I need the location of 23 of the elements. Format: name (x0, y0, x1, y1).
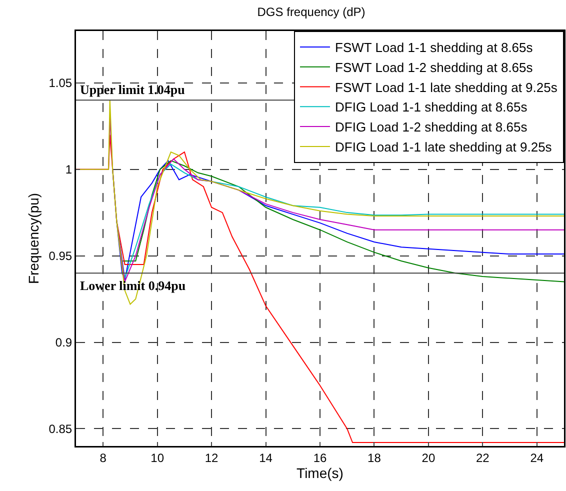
x-tick-label: 22 (476, 450, 490, 465)
x-tick-label: 14 (259, 450, 273, 465)
y-tick-label: 0.85 (48, 422, 72, 436)
x-tick-label: 12 (204, 450, 219, 465)
legend-label: DFIG Load 1-2 shedding at 8.65s (335, 120, 528, 135)
legend-label: FSWT Load 1-2 shedding at 8.65s (335, 60, 534, 75)
legend-label: FSWT Load 1-1 late shedding at 9.25s (335, 80, 558, 95)
x-axis-title: Time(s) (296, 464, 344, 481)
x-tick-label: 16 (313, 450, 327, 465)
x-tick-label: 10 (150, 450, 164, 465)
x-tick-label: 24 (530, 450, 544, 465)
y-axis-title: Frequency(pu) (26, 192, 42, 284)
y-tick-label: 1.05 (48, 76, 72, 90)
legend-label: DFIG Load 1-1 late shedding at 9.25s (335, 140, 552, 155)
x-tick-label: 8 (100, 450, 107, 465)
legend-label: FSWT Load 1-1 shedding at 8.65s (335, 40, 534, 56)
y-tick-label: 0.95 (48, 248, 72, 263)
legend-label: DFIG Load 1-1 shedding at 8.65s (335, 100, 528, 115)
y-tick-label: 1 (65, 162, 72, 177)
y-tick-label: 0.9 (55, 335, 72, 350)
x-tick-label: 18 (368, 450, 382, 465)
chart-title: DGS frequency (dP) (257, 4, 366, 19)
x-tick-label: 20 (422, 450, 436, 465)
